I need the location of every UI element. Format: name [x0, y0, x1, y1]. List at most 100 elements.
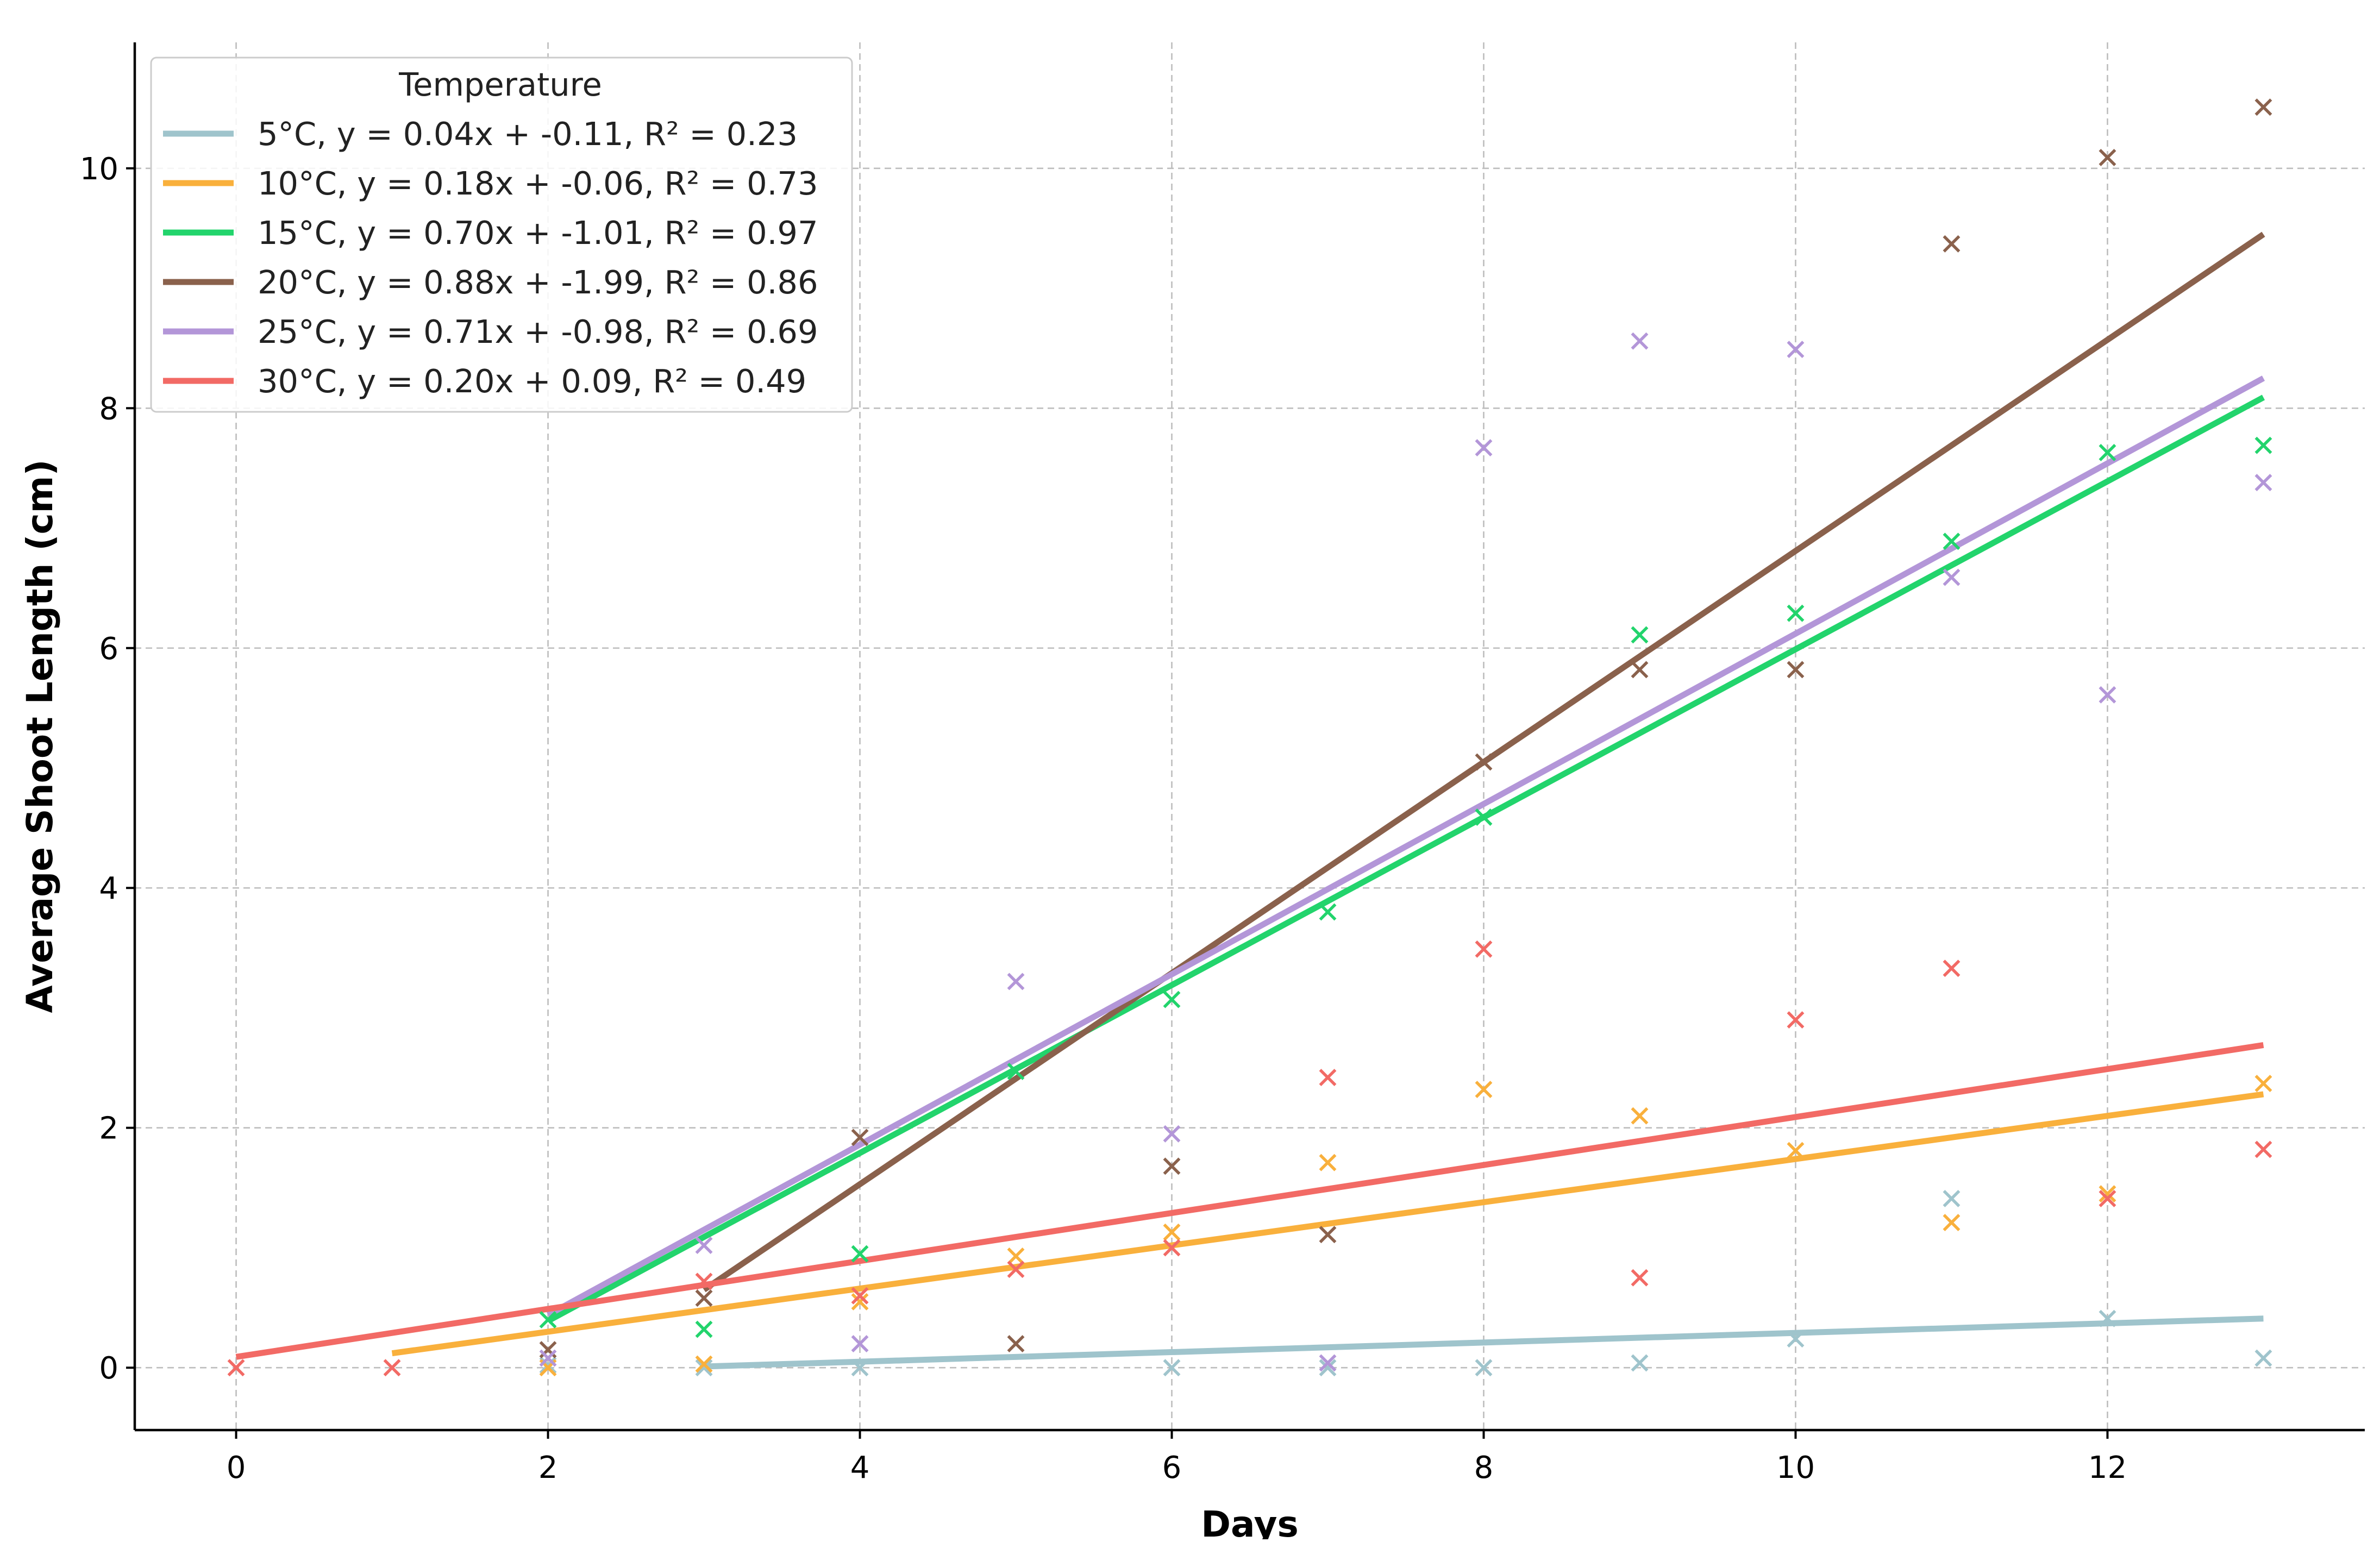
fit-line-10°C	[391, 1091, 2264, 1357]
data-point-15°C	[1163, 991, 1181, 1008]
data-point-20°C	[1631, 661, 1649, 679]
data-point-15°C	[1475, 808, 1493, 826]
data-point-20°C	[2099, 148, 2116, 166]
data-point-15°C	[695, 1320, 713, 1338]
data-point-15°C	[1007, 1063, 1025, 1080]
data-point-30°C	[1163, 1239, 1181, 1257]
data-point-5°C	[2099, 1309, 2116, 1327]
data-point-30°C	[1007, 1261, 1025, 1278]
data-point-30°C	[2099, 1190, 2116, 1207]
data-point-20°C	[1163, 1157, 1181, 1175]
data-point-15°C	[1631, 626, 1649, 644]
data-point-20°C	[539, 1341, 557, 1359]
fit-line-5°C	[704, 1315, 2264, 1370]
data-point-20°C	[695, 1289, 713, 1307]
legend-label-15°C: 15°C, y = 0.70x + -1.01, R² = 0.97	[258, 214, 818, 252]
data-point-20°C	[1475, 753, 1493, 771]
data-point-25°C	[2254, 474, 2272, 492]
data-point-15°C	[2254, 436, 2272, 454]
data-point-25°C	[1319, 1354, 1337, 1372]
data-point-10°C	[2254, 1075, 2272, 1092]
data-point-15°C	[2099, 443, 2116, 461]
data-point-25°C	[1475, 439, 1493, 457]
y-axis-label: Average Shoot Length (cm)	[19, 459, 61, 1013]
data-point-5°C	[1787, 1330, 1805, 1348]
data-point-5°C	[851, 1359, 869, 1377]
data-point-10°C	[1631, 1107, 1649, 1125]
data-point-25°C	[851, 1335, 869, 1353]
data-point-15°C	[851, 1245, 869, 1263]
data-point-30°C	[695, 1273, 713, 1290]
legend-label-5°C: 5°C, y = 0.04x + -0.11, R² = 0.23	[258, 115, 798, 153]
x-tick-label: 4	[850, 1450, 870, 1485]
y-tick-label: 10	[80, 152, 118, 187]
y-tick-label: 0	[99, 1351, 118, 1386]
x-tick-label: 8	[1474, 1450, 1494, 1485]
data-point-15°C	[1787, 604, 1805, 622]
data-point-20°C	[2254, 98, 2272, 116]
fit-lines-layer	[235, 231, 2265, 1370]
legend-label-25°C: 25°C, y = 0.71x + -0.98, R² = 0.69	[258, 313, 818, 350]
y-tick-label: 4	[99, 871, 118, 906]
data-point-10°C	[1787, 1142, 1805, 1159]
data-point-30°C	[1787, 1011, 1805, 1029]
data-point-30°C	[2254, 1140, 2272, 1158]
data-point-25°C	[1787, 341, 1805, 359]
data-point-20°C	[1787, 661, 1805, 679]
x-axis-label: Days	[1201, 1503, 1299, 1539]
fit-line-25°C	[546, 375, 2265, 1318]
data-point-10°C	[1319, 1154, 1337, 1171]
x-tick-label: 12	[2088, 1450, 2127, 1485]
data-point-25°C	[695, 1237, 713, 1255]
data-point-30°C	[1631, 1269, 1649, 1287]
data-point-30°C	[1319, 1069, 1337, 1086]
data-point-5°C	[1475, 1359, 1493, 1377]
legend-label-30°C: 30°C, y = 0.20x + 0.09, R² = 0.49	[258, 362, 806, 400]
data-point-5°C	[1319, 1359, 1337, 1377]
legend-box	[150, 57, 853, 413]
data-point-5°C	[1163, 1359, 1181, 1377]
markers-layer	[227, 98, 2272, 1377]
data-point-5°C	[1631, 1354, 1649, 1372]
y-tick-label: 2	[99, 1111, 118, 1146]
data-point-10°C	[2099, 1185, 2116, 1203]
data-point-10°C	[1943, 1214, 1961, 1232]
data-point-20°C	[1943, 235, 1961, 253]
legend: Temperature 5°C, y = 0.04x + -0.11, R² =…	[150, 57, 853, 413]
data-point-30°C	[851, 1287, 869, 1305]
x-tick-label: 2	[538, 1450, 558, 1485]
data-point-20°C	[1007, 1335, 1025, 1353]
legend-entries: 5°C, y = 0.04x + -0.11, R² = 0.23 10°C, y…	[163, 115, 818, 400]
data-point-5°C	[695, 1359, 713, 1377]
x-tick-label: 10	[1776, 1450, 1815, 1485]
data-point-5°C	[539, 1356, 557, 1374]
legend-label-20°C: 20°C, y = 0.88x + -1.99, R² = 0.86	[258, 264, 818, 301]
data-point-10°C	[851, 1293, 869, 1311]
data-point-20°C	[1319, 1226, 1337, 1244]
x-tick-label: 0	[227, 1450, 246, 1485]
fit-line-15°C	[546, 394, 2265, 1324]
data-point-10°C	[1475, 1081, 1493, 1099]
x-tick-label: 6	[1162, 1450, 1182, 1485]
data-point-5°C	[2254, 1349, 2272, 1367]
data-point-15°C	[1943, 532, 1961, 550]
data-point-30°C	[1943, 960, 1961, 977]
data-point-5°C	[1943, 1190, 1961, 1207]
data-point-25°C	[1631, 332, 1649, 350]
fit-line-30°C	[235, 1042, 2264, 1360]
data-point-25°C	[2099, 686, 2116, 704]
data-point-20°C	[851, 1129, 869, 1146]
y-tick-label: 8	[99, 391, 118, 427]
data-point-25°C	[539, 1349, 557, 1367]
data-point-10°C	[1007, 1247, 1025, 1265]
data-point-25°C	[1007, 973, 1025, 991]
data-point-15°C	[539, 1311, 557, 1328]
data-point-15°C	[1319, 903, 1337, 921]
legend-title: Temperature	[398, 66, 602, 103]
data-point-30°C	[383, 1359, 401, 1377]
data-point-10°C	[1163, 1223, 1181, 1241]
data-point-25°C	[1943, 568, 1961, 586]
data-point-30°C	[227, 1359, 245, 1377]
